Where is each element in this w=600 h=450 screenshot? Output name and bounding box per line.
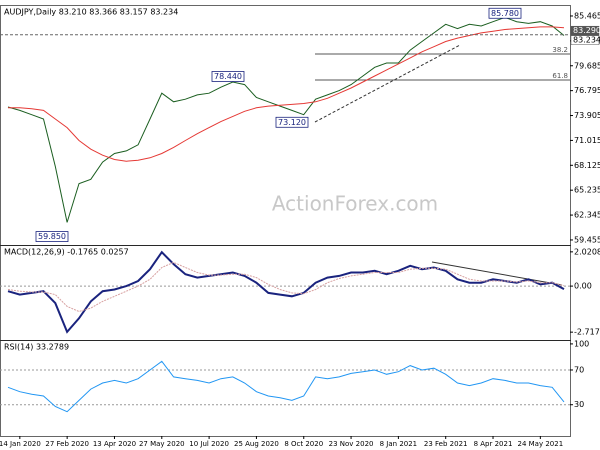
x-tick-label: 27 Feb 2020 [45,440,89,448]
series-line [7,16,565,223]
y-tick-label: 73.905 [574,111,600,120]
annotation-box [211,71,245,82]
annotation-box [275,116,309,128]
x-tick-label: 27 May 2020 [139,440,185,448]
series-line [7,360,565,413]
panel-title: AUDJPY,Daily 83.210 83.366 83.157 83.234 [4,8,178,17]
series-line [7,261,565,313]
x-tick-label: 14 Jan 2020 [0,440,41,448]
x-tick-label: 8 Oct 2020 [284,440,323,448]
panel-title: MACD(12,26,9) -0.1765 0.0257 [4,248,129,257]
panel-title: RSI(14) 33.2789 [4,343,69,352]
y-tick-label: 100 [574,339,589,348]
fib-label: 61.8 [552,72,568,80]
macd-trend-line [431,261,563,286]
annotation-label: 73.120 [278,118,306,127]
y-tick-label: 62.345 [574,211,600,220]
last-price-box [570,25,600,36]
fib-label: 38.2 [552,46,568,54]
x-tick-label: 13 Apr 2020 [93,440,136,448]
trend-line [314,44,461,123]
y-tick-label: 76.795 [574,86,600,95]
y-tick-label: -2.717 [574,328,600,337]
y-tick-label: 85.465 [574,11,600,20]
annotation-label: 59.850 [38,232,66,241]
annotation-label: 85.780 [491,9,519,18]
y-tick-label: 65.235 [574,186,600,195]
y-tick-label: 0.00 [574,282,592,291]
series-line [7,250,565,334]
x-tick-label: 8 Apr 2021 [474,440,513,448]
last-price-label: 83.290 [573,26,600,35]
annotation-label: 78.440 [214,72,242,81]
x-tick-label: 23 Nov 2020 [329,440,374,448]
last-price-box [570,35,600,45]
watermark: ActionForex.com [272,192,438,216]
x-tick-label: 24 May 2021 [518,440,564,448]
y-tick-label: 2.0208 [574,247,600,256]
y-tick-label: 68.125 [574,161,600,170]
annotation-box [488,7,522,19]
y-tick-label: 71.015 [574,136,600,145]
x-tick-label: 8 Jan 2021 [380,440,418,448]
panel-frame [0,340,571,437]
y-tick-label: 79.685 [574,61,600,70]
x-tick-label: 23 Feb 2021 [424,440,468,448]
last-price-label: 83.234 [573,36,600,45]
y-tick-label: 70 [574,365,584,374]
x-tick-label: 10 Jul 2020 [189,440,229,448]
annotation-box [35,231,69,242]
y-tick-label: 30 [574,400,584,409]
x-tick-label: 25 Aug 2020 [234,440,279,448]
y-tick-label: 59.455 [574,235,600,244]
